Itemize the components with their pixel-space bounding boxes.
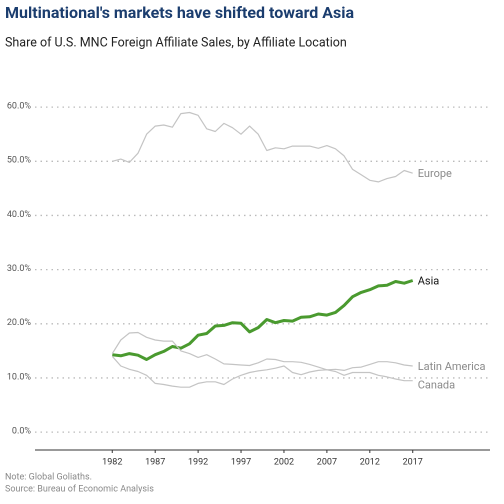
x-tick-label: 1992 — [188, 457, 208, 467]
y-tick-label: 30.0% — [7, 264, 32, 274]
chart-title: Multinational's markets have shifted tow… — [5, 3, 354, 22]
source: Source: Bureau of Economic Analysis — [5, 484, 154, 494]
note: Note: Global Goliaths. — [5, 472, 92, 482]
series-label: Latin America — [418, 360, 486, 373]
x-tick-label: 2002 — [274, 457, 294, 467]
series-line — [112, 279, 414, 361]
series-label: Canada — [418, 379, 455, 392]
x-tick-label: 1987 — [145, 457, 165, 467]
y-tick-label: 20.0% — [7, 318, 32, 328]
series-line — [111, 355, 413, 388]
y-tick-label: 60.0% — [7, 102, 32, 112]
x-tick-label: 2012 — [360, 457, 380, 467]
y-tick-label: 10.0% — [7, 372, 32, 382]
y-tick-label: 50.0% — [7, 156, 32, 166]
x-tick-label: 2017 — [403, 457, 423, 467]
y-tick-label: 40.0% — [7, 210, 32, 220]
x-tick-label: 2007 — [317, 457, 337, 467]
series-label: Europe — [418, 167, 452, 180]
series-line — [111, 331, 413, 371]
x-tick-label: 1982 — [102, 457, 122, 467]
y-tick-label: 0.0% — [12, 427, 31, 437]
chart-subtitle: Share of U.S. MNC Foreign Affiliate Sale… — [5, 35, 347, 50]
series-label: Asia — [418, 274, 440, 287]
series-line — [112, 111, 413, 183]
x-tick-label: 1997 — [231, 457, 251, 467]
